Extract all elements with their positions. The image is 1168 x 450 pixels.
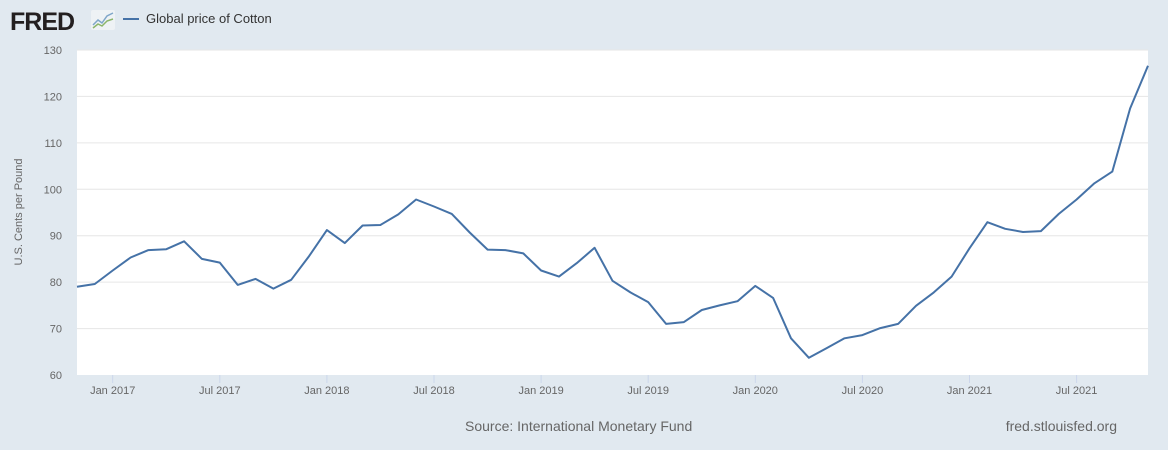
y-tick-label: 130 bbox=[44, 45, 62, 57]
y-tick-label: 60 bbox=[50, 370, 62, 382]
y-axis-label: U.S. Cents per Pound bbox=[13, 158, 25, 265]
x-tick-label: Jul 2017 bbox=[199, 385, 241, 397]
x-tick-label: Jul 2018 bbox=[413, 385, 455, 397]
source-note: Source: International Monetary Fund bbox=[465, 418, 693, 434]
x-tick-label: Jul 2021 bbox=[1056, 385, 1098, 397]
fred-url[interactable]: fred.stlouisfed.org bbox=[1005, 418, 1117, 434]
plot-area bbox=[77, 50, 1148, 375]
series-line bbox=[76, 65, 1149, 359]
legend-label: Global price of Cotton bbox=[146, 11, 272, 26]
fred-chart-icon bbox=[91, 10, 115, 30]
y-tick-label: 120 bbox=[44, 91, 62, 103]
y-tick-label: 100 bbox=[44, 184, 62, 196]
y-tick-label: 80 bbox=[50, 277, 62, 289]
fred-logo[interactable]: FRED bbox=[10, 8, 75, 36]
x-tick-label: Jul 2019 bbox=[627, 385, 669, 397]
x-tick-label: Jan 2021 bbox=[947, 385, 992, 397]
x-tick-label: Jan 2017 bbox=[90, 385, 135, 397]
legend-swatch bbox=[123, 17, 139, 20]
x-tick-label: Jan 2018 bbox=[304, 385, 349, 397]
y-tick-label: 110 bbox=[44, 138, 62, 150]
x-tick-label: Jul 2020 bbox=[842, 385, 884, 397]
x-tick-label: Jan 2019 bbox=[518, 385, 563, 397]
x-tick-label: Jan 2020 bbox=[733, 385, 778, 397]
y-tick-label: 70 bbox=[50, 324, 62, 336]
y-tick-label: 90 bbox=[50, 231, 62, 243]
legend: Global price of Cotton bbox=[123, 11, 272, 26]
